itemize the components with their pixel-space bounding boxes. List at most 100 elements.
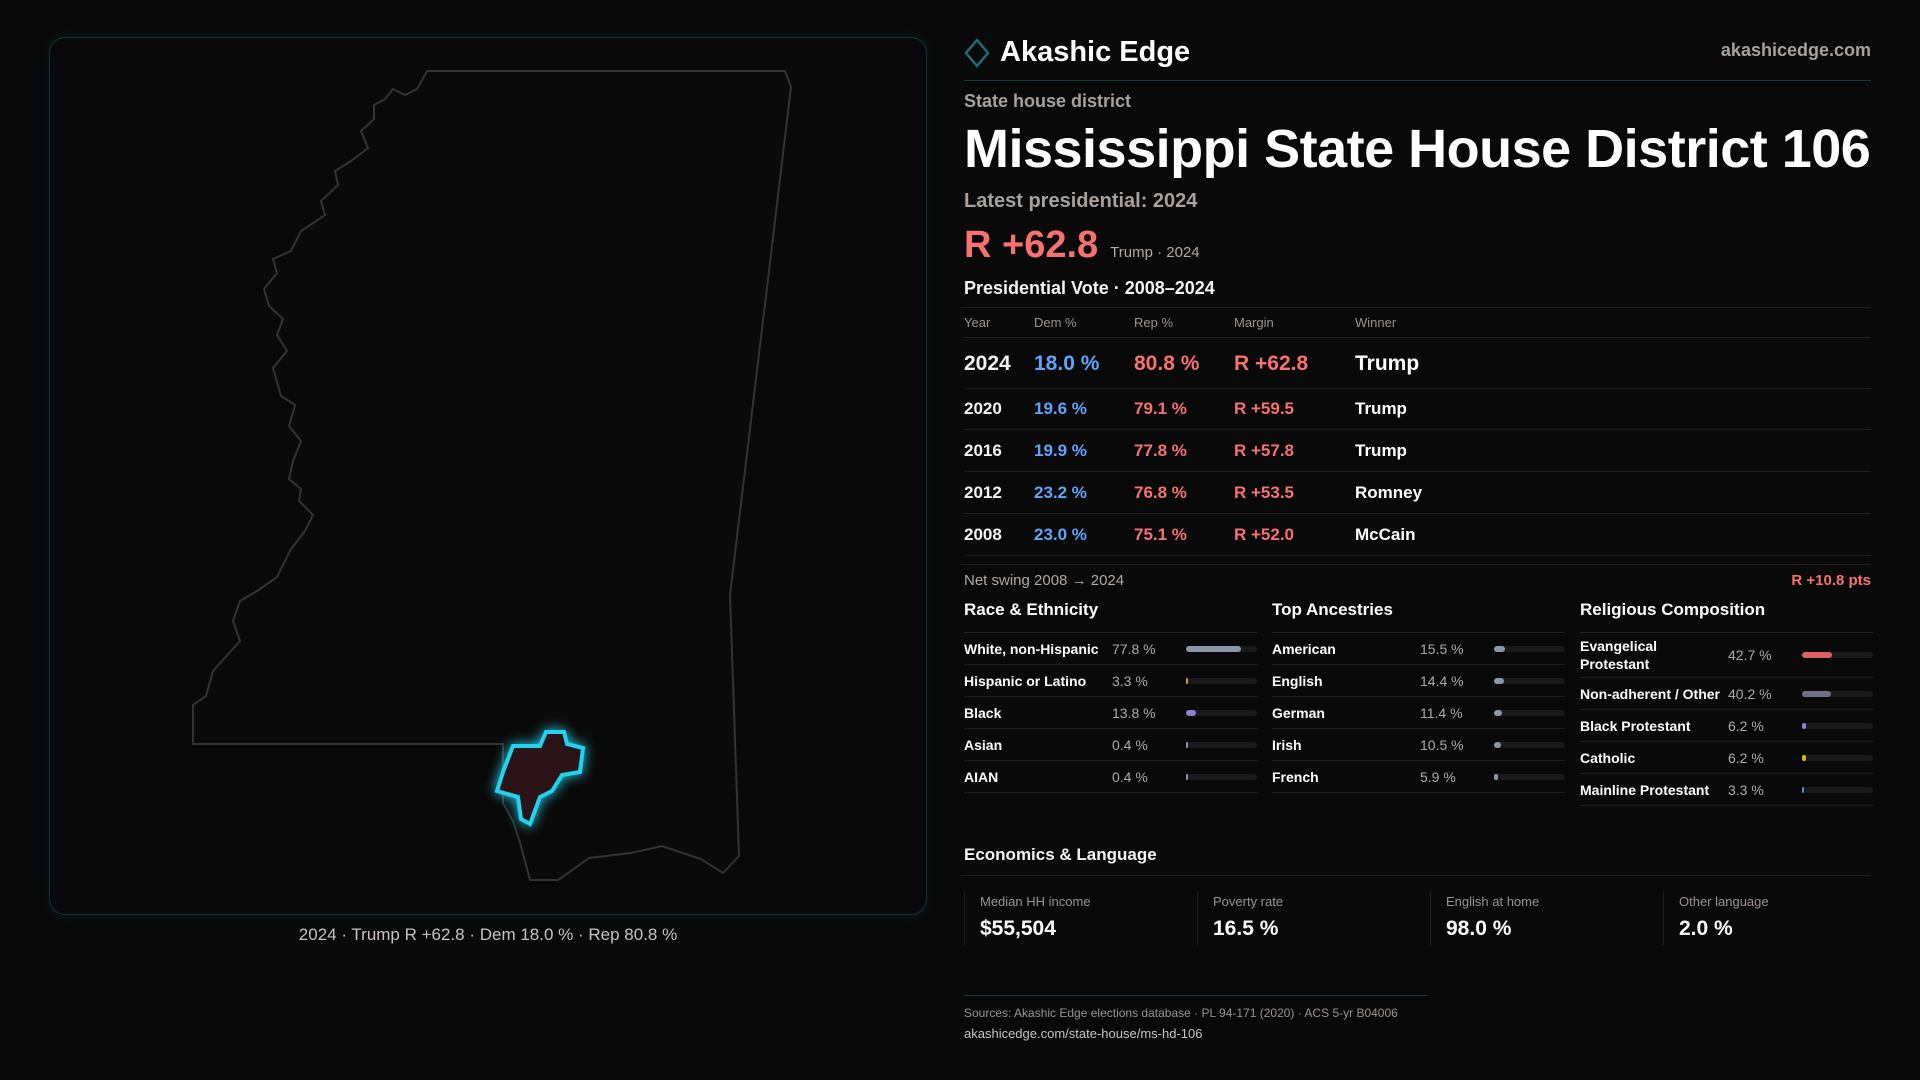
item-label: Black: [964, 704, 1002, 721]
item-bar-fill: [1494, 773, 1499, 780]
list-item: Black 13.8 %: [964, 697, 1257, 729]
list-item: English 14.4 %: [1272, 665, 1565, 697]
col-margin: Margin: [1234, 315, 1274, 330]
cell-winner: Trump: [1355, 351, 1420, 375]
item-percent: 3.3 %: [1728, 781, 1764, 798]
item-label: Hispanic or Latino: [964, 672, 1087, 689]
table-header: Year Dem % Rep % Margin Winner: [964, 308, 1871, 338]
item-bar: [1802, 786, 1873, 793]
item-percent: 77.8 %: [1112, 640, 1156, 657]
cell-year: 2020: [964, 398, 1002, 418]
divider: [964, 875, 1871, 876]
stat-card: Poverty rate 16.5 %: [1197, 890, 1430, 945]
item-bar-fill: [1802, 652, 1833, 658]
item-percent: 11.4 %: [1420, 704, 1463, 721]
table-row: 2012 23.2 % 76.8 % R +53.5 Romney: [964, 472, 1871, 514]
list-item: Non-adherent / Other 40.2 %: [1580, 678, 1873, 710]
list-item: White, non-Hispanic 77.8 %: [964, 633, 1257, 665]
list-item: Asian 0.4 %: [964, 729, 1257, 761]
stat-card: Median HH income $55,504: [964, 890, 1197, 945]
stat-label: Other language: [1679, 894, 1769, 909]
cell-rep: 76.8 %: [1134, 482, 1187, 502]
item-bar-fill: [1186, 645, 1242, 652]
cell-rep: 75.1 %: [1134, 524, 1187, 544]
stat-value: 98.0 %: [1446, 917, 1512, 940]
item-percent: 3.3 %: [1112, 672, 1148, 689]
map-panel[interactable]: [49, 37, 927, 915]
item-label: German: [1272, 704, 1325, 721]
sources: Sources: Akashic Edge elections database…: [964, 1006, 1398, 1020]
ancestry-section: Top Ancestries American 15.5 % English 14.4 …: [1272, 600, 1565, 793]
item-label: French: [1272, 768, 1319, 785]
table-row: 2016 19.9 % 77.8 % R +57.8 Trump: [964, 430, 1871, 472]
divider: [964, 307, 1871, 308]
cell-winner: Romney: [1355, 482, 1423, 502]
item-percent: 13.8 %: [1112, 704, 1156, 721]
table-row: 2024 18.0 % 80.8 % R +62.8 Trump: [964, 339, 1871, 389]
map-caption: 2024 · Trump R +62.8 · Dem 18.0 % · Rep …: [298, 925, 678, 944]
item-label: Irish: [1272, 736, 1302, 753]
race-heading: Race & Ethnicity: [964, 600, 1257, 633]
cell-margin: R +53.5: [1234, 482, 1295, 502]
cell-dem: 19.9 %: [1034, 440, 1087, 460]
cell-margin: R +57.8: [1234, 440, 1295, 460]
item-bar: [1802, 690, 1873, 697]
col-dem: Dem %: [1034, 315, 1077, 330]
item-label: Evangelical Protestant: [1580, 638, 1658, 672]
item-bar: [1494, 677, 1565, 684]
stat-card: English at home 98.0 %: [1430, 890, 1663, 945]
item-bar-fill: [1186, 677, 1189, 684]
list-item: AIAN 0.4 %: [964, 761, 1257, 793]
stat-card: Other language 2.0 %: [1663, 890, 1896, 945]
item-bar-fill: [1186, 709, 1196, 716]
item-bar-fill: [1802, 786, 1805, 793]
cell-year: 2012: [964, 482, 1002, 502]
page-url[interactable]: akashicedge.com/state-house/ms-hd-106: [964, 1026, 1203, 1041]
brand[interactable]: Akashic Edge: [964, 36, 1190, 69]
state-outline: [192, 70, 793, 881]
col-year: Year: [964, 315, 991, 330]
item-label: Catholic: [1580, 749, 1636, 766]
item-bar-fill: [1494, 741, 1502, 748]
divider: [964, 564, 1871, 565]
net-swing-value: R +10.8 pts: [1791, 572, 1871, 589]
cell-year: 2016: [964, 440, 1002, 460]
diamond-logo-icon: [964, 37, 990, 68]
item-bar: [1494, 645, 1565, 652]
cell-year: 2024: [964, 351, 1011, 375]
item-label: AIAN: [964, 768, 999, 785]
item-bar: [1494, 741, 1565, 748]
cell-year: 2008: [964, 524, 1002, 544]
item-bar-fill: [1186, 773, 1189, 780]
cell-dem: 18.0 %: [1034, 351, 1100, 375]
item-percent: 0.4 %: [1112, 768, 1148, 785]
stat-value: $55,504: [980, 917, 1056, 940]
district-106-highlight[interactable]: [494, 730, 586, 827]
stat-label: Median HH income: [980, 894, 1091, 909]
item-percent: 0.4 %: [1112, 736, 1148, 753]
margin-note: Trump · 2024: [1110, 244, 1200, 261]
list-item: Black Protestant 6.2 %: [1580, 710, 1873, 742]
cell-margin: R +62.8: [1234, 351, 1309, 375]
site-link[interactable]: akashicedge.com: [1720, 40, 1871, 60]
item-bar: [1494, 773, 1565, 780]
item-percent: 40.2 %: [1728, 685, 1772, 702]
item-bar: [1186, 741, 1257, 748]
item-percent: 42.7 %: [1728, 647, 1772, 663]
cell-margin: R +59.5: [1234, 398, 1295, 418]
religion-heading: Religious Composition: [1580, 600, 1873, 633]
item-label: Black Protestant: [1580, 717, 1691, 734]
divider: [964, 80, 1871, 81]
item-label: Asian: [964, 736, 1003, 753]
list-item: French 5.9 %: [1272, 761, 1565, 793]
race-section: Race & Ethnicity White, non-Hispanic 77.8 …: [964, 600, 1257, 793]
item-bar-fill: [1802, 754, 1807, 761]
state-map[interactable]: [50, 38, 928, 916]
religion-section: Religious Composition Evangelical Protest…: [1580, 600, 1873, 806]
list-item: Hispanic or Latino 3.3 %: [964, 665, 1257, 697]
page-title: Mississippi State House District 106: [964, 119, 1871, 179]
item-bar: [1186, 677, 1257, 684]
net-swing-label: Net swing 2008 → 2024: [964, 572, 1125, 589]
cell-dem: 23.0 %: [1034, 524, 1087, 544]
stat-label: Poverty rate: [1213, 894, 1284, 909]
